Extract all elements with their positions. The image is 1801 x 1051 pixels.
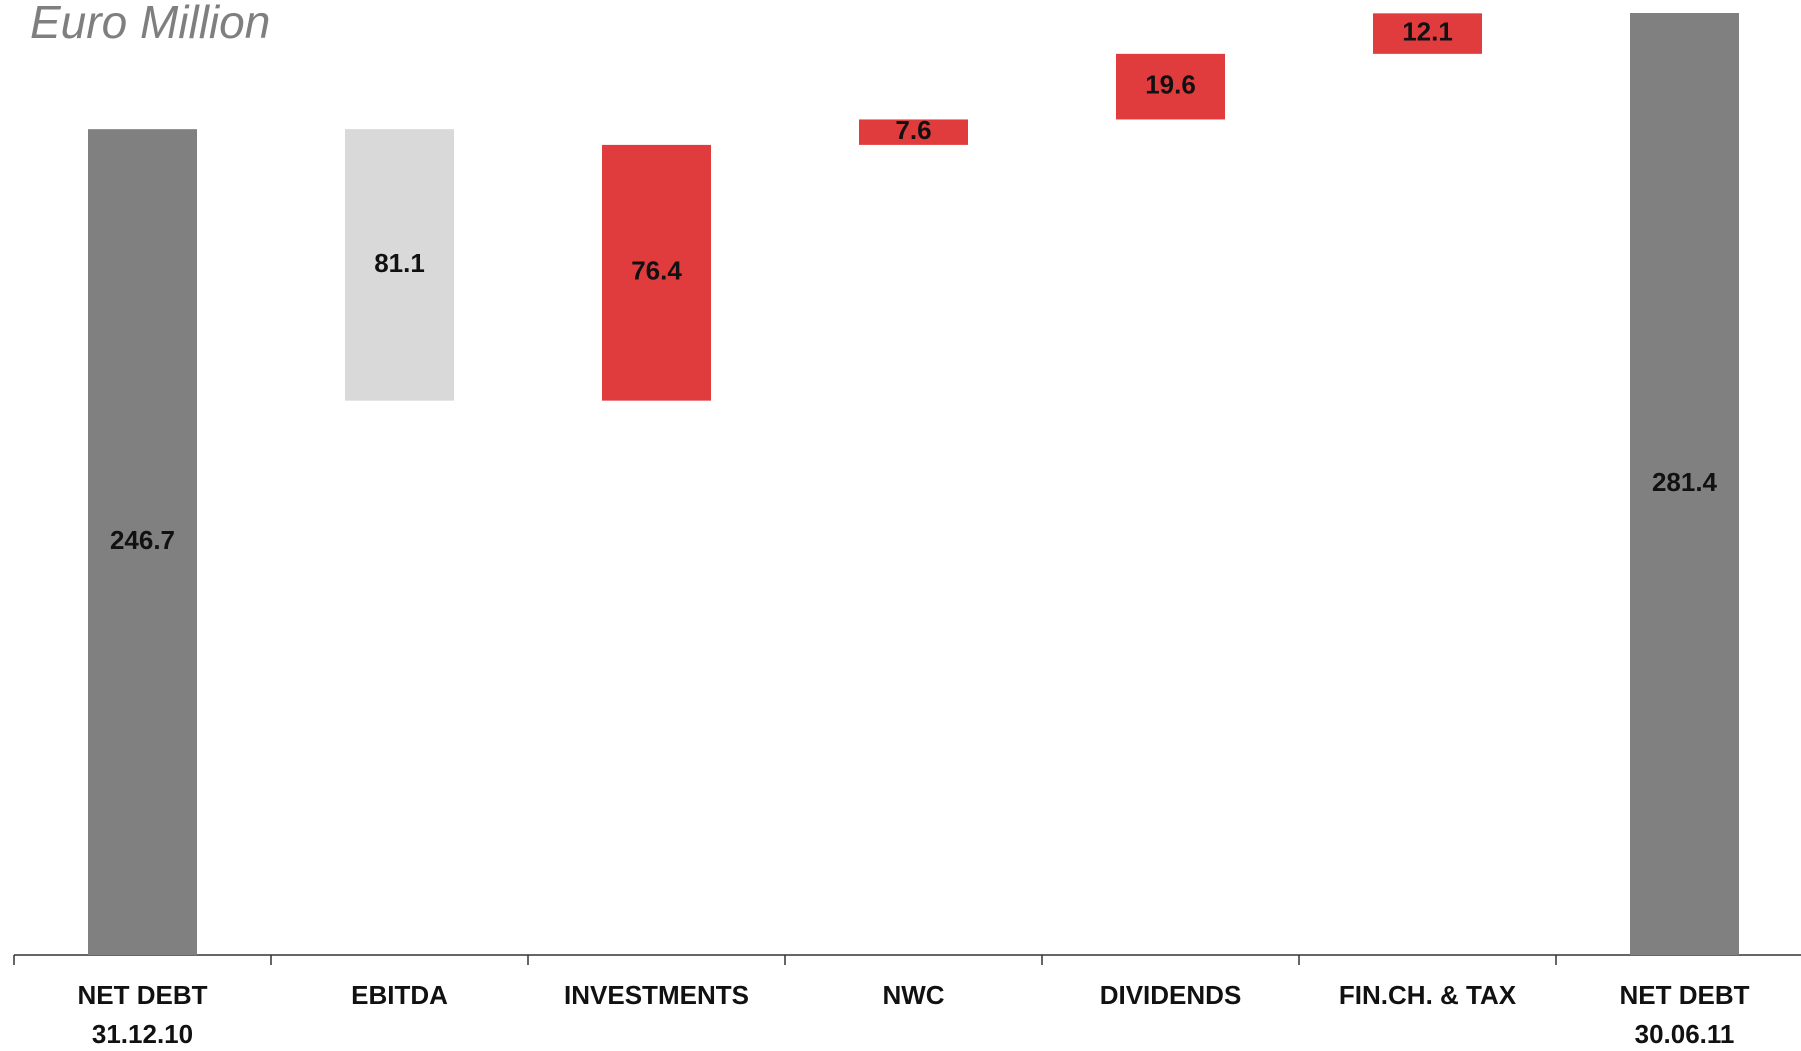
- value-label: 246.7: [110, 525, 175, 555]
- chart-title: Euro Million: [30, 0, 270, 48]
- value-label: 281.4: [1652, 467, 1718, 497]
- bar: [1116, 53, 1225, 120]
- x-tick-label: 31.12.10: [92, 1019, 193, 1049]
- x-tick-label: NET DEBT: [1620, 980, 1750, 1010]
- bar: [602, 144, 711, 401]
- x-tick-label: NET DEBT: [78, 980, 208, 1010]
- x-tick-label: INVESTMENTS: [564, 980, 749, 1010]
- bar: [88, 129, 197, 955]
- bar: [345, 129, 454, 401]
- value-label: 76.4: [631, 256, 682, 286]
- x-tick-label: 30.06.11: [1635, 1019, 1735, 1049]
- bar: [859, 119, 968, 145]
- x-tick-label: NWC: [882, 980, 944, 1010]
- bar: [1373, 13, 1482, 54]
- value-label: 12.1: [1402, 16, 1453, 46]
- x-tick-label: EBITDA: [351, 980, 448, 1010]
- bar: [1630, 13, 1739, 955]
- x-tick-label: FIN.CH. & TAX: [1339, 980, 1517, 1010]
- x-tick-label: DIVIDENDS: [1100, 980, 1242, 1010]
- value-label: 19.6: [1145, 70, 1196, 100]
- value-label: 7.6: [895, 115, 931, 145]
- value-label: 81.1: [374, 248, 425, 278]
